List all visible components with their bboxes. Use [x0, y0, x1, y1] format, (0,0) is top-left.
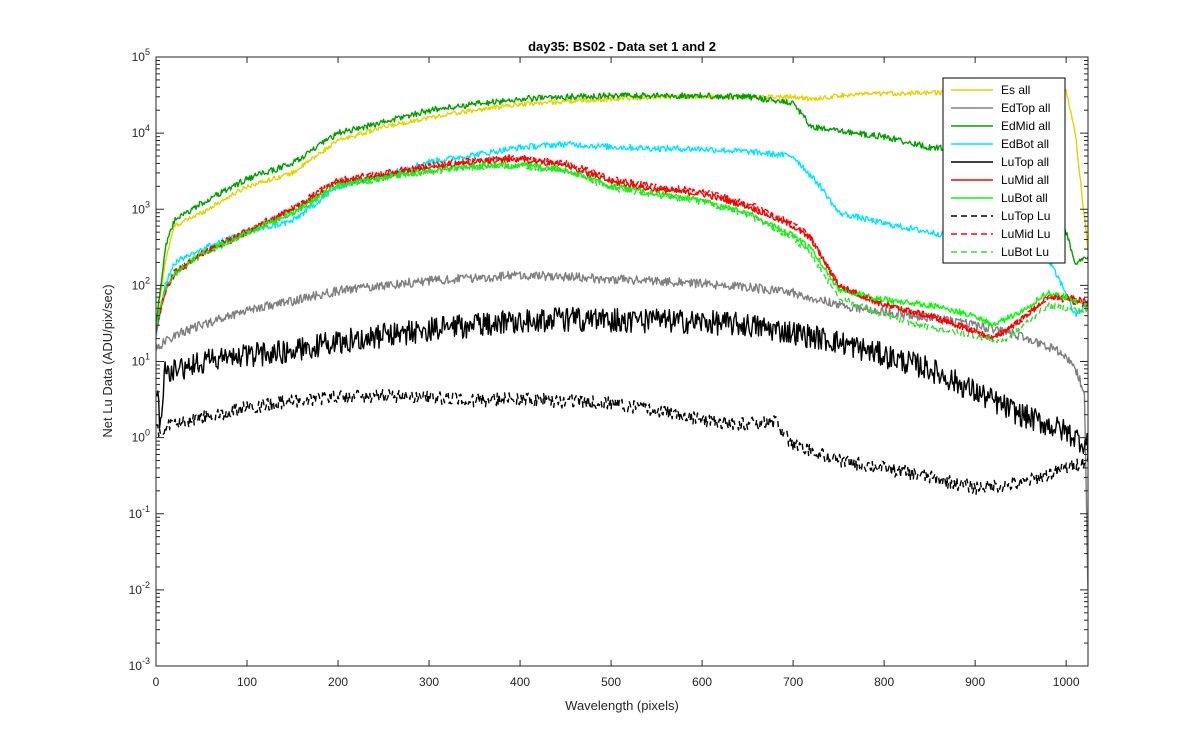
y-tick-label: 105: [132, 47, 150, 64]
series-line-4: [156, 306, 1088, 457]
legend-label: EdTop all: [1001, 101, 1050, 115]
y-tick-label: 10-1: [129, 504, 150, 521]
x-tick-label: 600: [692, 675, 712, 689]
legend: Es all EdTop all EdMid all EdBot all LuTop a…: [942, 77, 1066, 264]
series-line-1: [156, 270, 1088, 592]
x-tick-label: 200: [328, 675, 348, 689]
ticks-layer: 0 100 200 300 400 500 600 700 800 900 1000 10-3 10-2…: [129, 47, 1088, 689]
series-line-9: [156, 162, 1088, 344]
legend-label: LuTop all: [1001, 155, 1049, 169]
x-tick-label: 0: [153, 675, 160, 689]
legend-label: LuMid Lu: [1001, 227, 1050, 241]
legend-label: EdMid all: [1001, 119, 1050, 133]
x-tick-label: 100: [237, 675, 257, 689]
x-tick-label: 300: [419, 675, 439, 689]
legend-label: LuTop Lu: [1001, 209, 1050, 223]
y-tick-label: 104: [132, 123, 150, 140]
legend-label: LuMid all: [1001, 173, 1049, 187]
y-tick-label: 10-2: [129, 580, 150, 597]
legend-label: LuBot all: [1001, 191, 1048, 205]
series-line-7: [156, 388, 1088, 495]
x-tick-label: 1000: [1053, 675, 1080, 689]
x-tick-label: 900: [965, 675, 985, 689]
y-tick-label: 100: [132, 428, 150, 445]
legend-label: EdBot all: [1001, 137, 1049, 151]
x-tick-label: 400: [510, 675, 530, 689]
chart-title: day35: BS02 - Data set 1 and 2: [528, 39, 716, 54]
series-line-2: [156, 92, 1088, 326]
series-line-5: [156, 156, 1088, 340]
y-tick-label: 10-3: [129, 656, 150, 673]
x-tick-label: 500: [601, 675, 621, 689]
y-axis-label: Net Lu Data (ADU/pix/sec): [100, 284, 115, 437]
legend-label: LuBot Lu: [1001, 245, 1049, 259]
legend-label: Es all: [1001, 83, 1030, 97]
y-tick-label: 101: [132, 352, 150, 369]
y-tick-label: 103: [132, 199, 150, 216]
y-tick-label: 102: [132, 275, 150, 292]
x-axis-label: Wavelength (pixels): [565, 698, 679, 713]
x-tick-label: 700: [783, 675, 803, 689]
legend-box: [942, 77, 1066, 264]
x-tick-label: 800: [874, 675, 894, 689]
series-line-6: [156, 161, 1088, 327]
series-layer: [156, 88, 1088, 592]
series-line-0: [156, 88, 1088, 324]
